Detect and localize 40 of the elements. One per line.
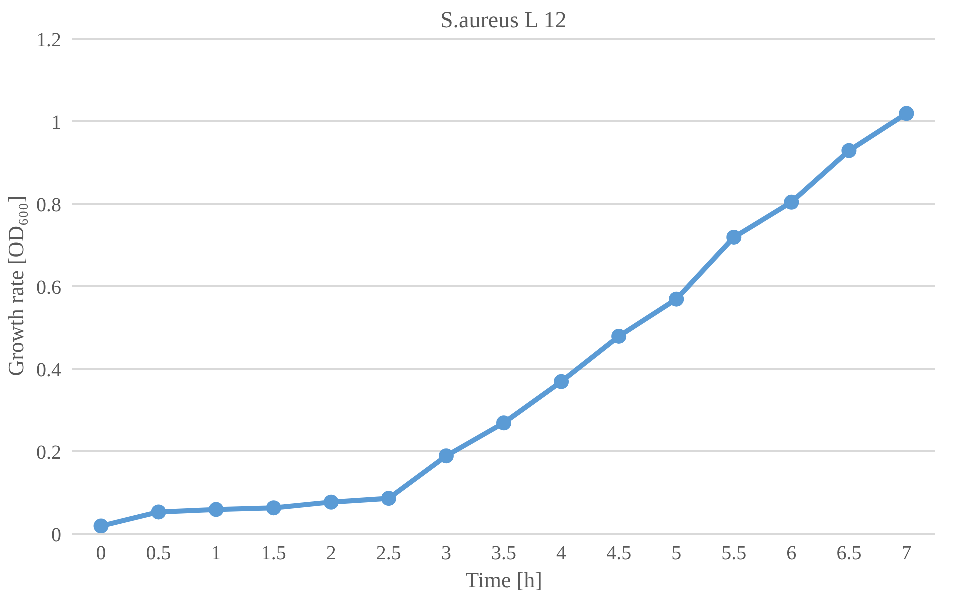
point: [94, 518, 109, 534]
y-tick-label: 0.8: [36, 194, 62, 216]
x-tick-label: 4.5: [606, 542, 632, 564]
y-axis-title: Growth rate [OD₆₀₀]: [4, 196, 28, 376]
point: [151, 504, 166, 520]
x-tick-label: 0.5: [146, 542, 172, 564]
point: [554, 374, 570, 390]
point: [842, 143, 857, 158]
point: [496, 416, 512, 431]
point: [266, 500, 282, 516]
x-tick-label: 1.5: [261, 542, 286, 564]
x-tick-label: 6.5: [836, 542, 862, 564]
y-tick-label: 1: [52, 112, 62, 134]
x-tick-label: 4: [556, 542, 567, 564]
point: [669, 292, 684, 307]
x-axis-title: Time [h]: [466, 568, 542, 592]
point: [324, 494, 339, 510]
x-tick-label: 6: [786, 542, 797, 564]
x-tick-label: 7: [902, 542, 912, 564]
x-tick-label: 1: [211, 542, 222, 564]
y-tick-label: 1.2: [36, 29, 62, 52]
x-tick-label: 2.5: [376, 542, 402, 564]
point: [784, 194, 800, 210]
x-tick-label: 5.5: [722, 542, 747, 564]
chart-title: S.aureus L 12: [440, 8, 567, 32]
x-tick-label: 3: [441, 542, 452, 564]
x-tick-label: 5: [672, 542, 682, 564]
y-tick-label: 0.2: [36, 442, 62, 464]
point: [438, 448, 454, 464]
point: [381, 491, 396, 506]
point: [899, 106, 914, 122]
y-tick-label: 0: [52, 524, 62, 546]
point: [612, 329, 627, 344]
x-tick-label: 0: [96, 542, 106, 564]
y-tick-label: 0.6: [36, 276, 62, 299]
point: [726, 230, 742, 245]
x-tick-label: 3.5: [492, 542, 516, 564]
x-tick-label: 2: [326, 542, 336, 564]
y-tick-label: 0.4: [36, 359, 62, 382]
point: [208, 502, 224, 518]
